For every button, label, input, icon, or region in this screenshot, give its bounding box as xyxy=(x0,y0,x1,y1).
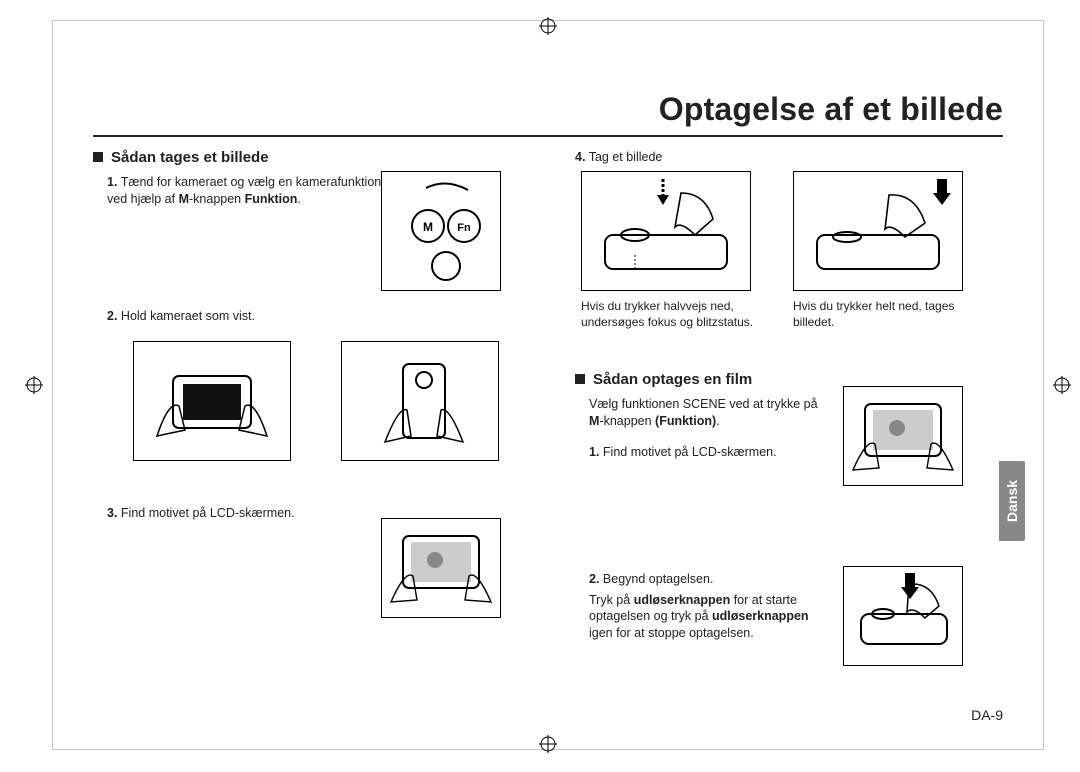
step-text: Tryk på xyxy=(589,593,634,607)
step-text-bold: Funktion xyxy=(245,192,298,206)
step-number: 3. xyxy=(107,506,117,520)
figure-lcd-subject xyxy=(843,386,963,486)
step-text-bold: M xyxy=(589,414,599,428)
arrow-down-icon xyxy=(933,177,951,212)
intro-text: Vælg funktionen SCENE ved at trykke på M… xyxy=(589,396,825,430)
svg-text:M: M xyxy=(423,220,433,234)
step-1: 1. Tænd for kameraet og vælg en kamerafu… xyxy=(107,174,382,208)
page-title: Optagelse af et billede xyxy=(659,91,1003,128)
language-tab: Dansk xyxy=(999,461,1025,541)
title-rule xyxy=(93,135,1003,137)
step-text: . xyxy=(716,414,719,428)
step-text-bold: (Funktion) xyxy=(655,414,716,428)
step-text-bold: udløserknappen xyxy=(634,593,731,607)
caption-full-press: Hvis du trykker helt ned, tages billedet… xyxy=(793,299,973,330)
step-2: 2. Hold kameraet som vist. xyxy=(107,308,523,325)
step-text-bold: M xyxy=(179,192,189,206)
arrow-down-icon xyxy=(901,571,919,606)
registration-mark-icon xyxy=(25,376,43,394)
step-text: Find motivet på LCD-skærmen. xyxy=(121,506,295,520)
right-column: 4. Tag et billede xyxy=(575,149,1005,172)
film-step-1: 1. Find motivet på LCD-skærmen. xyxy=(589,444,825,461)
step-number: 1. xyxy=(107,175,117,189)
step-text-bold: udløserknappen xyxy=(712,609,809,623)
caption-half-press: Hvis du trykker halvvejs ned, undersøges… xyxy=(581,299,761,330)
figure-hold-camera-landscape xyxy=(133,341,291,461)
registration-mark-icon xyxy=(1053,376,1071,394)
figure-camera-buttons: M Fn xyxy=(381,171,501,291)
arrow-down-icon xyxy=(655,177,671,212)
section-heading: Sådan tages et billede xyxy=(93,149,523,166)
film-step-2b: Tryk på udløserknappen for at starte opt… xyxy=(589,592,825,643)
step-text: . xyxy=(297,192,300,206)
right-column-lower: Sådan optages en film Vælg funktionen SC… xyxy=(575,371,825,646)
step-text: igen for at stoppe optagelsen. xyxy=(589,626,754,640)
page-number: DA-9 xyxy=(971,707,1003,723)
step-text: -knappen xyxy=(599,414,655,428)
film-step-2: 2. Begynd optagelsen. xyxy=(589,571,825,588)
registration-mark-icon xyxy=(539,17,557,35)
svg-text:Fn: Fn xyxy=(457,222,471,234)
step-number: 2. xyxy=(107,309,117,323)
page-frame: Optagelse af et billede Sådan tages et b… xyxy=(52,20,1044,750)
step-4: 4. Tag et billede xyxy=(575,149,1005,166)
step-text: Tag et billede xyxy=(589,150,663,164)
section-heading: Sådan optages en film xyxy=(575,371,825,388)
figure-hold-camera-portrait xyxy=(341,341,499,461)
step-text: -knappen xyxy=(189,192,245,206)
registration-mark-icon xyxy=(539,735,557,753)
figure-lcd-subject xyxy=(381,518,501,618)
step-number: 4. xyxy=(575,150,585,164)
step-text: Begynd optagelsen. xyxy=(603,572,714,586)
step-number: 2. xyxy=(589,572,599,586)
step-text: Find motivet på LCD-skærmen. xyxy=(603,445,777,459)
step-number: 1. xyxy=(589,445,599,459)
step-text: Vælg funktionen SCENE ved at trykke på xyxy=(589,397,818,411)
step-text: Hold kameraet som vist. xyxy=(121,309,255,323)
